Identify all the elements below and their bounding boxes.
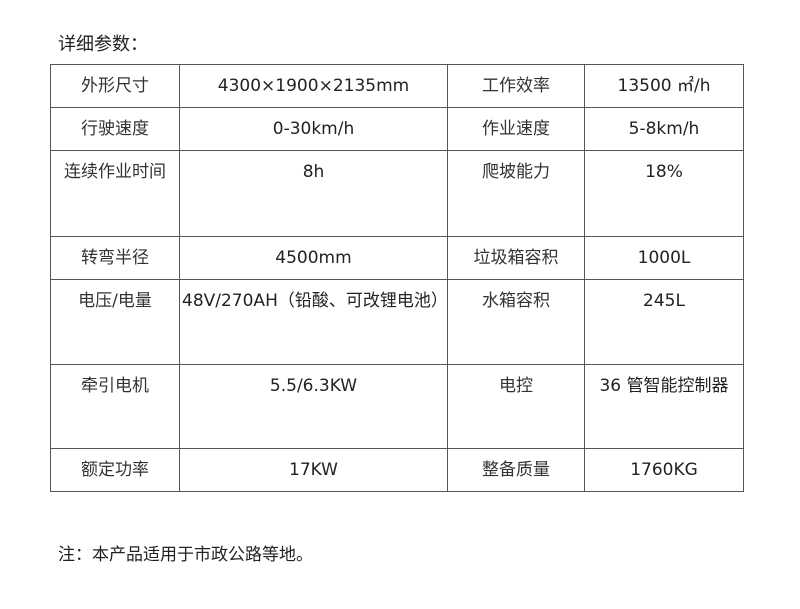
param-label: 连续作业时间 [50,150,180,237]
param-value: 5.5/6.3KW [179,364,448,449]
param-value: 8h [179,150,448,237]
spec-table: 外形尺寸 4300×1900×2135mm 工作效率 13500 ㎡/h 行驶速度 0-3… [50,64,744,492]
param-value: 4500mm [179,236,448,280]
param-label: 垃圾箱容积 [447,236,585,280]
param-label: 作业速度 [447,107,585,151]
param-value: 48V/270AH（铅酸、可改锂电池） [179,279,448,365]
param-label: 爬坡能力 [447,150,585,237]
param-label: 行驶速度 [50,107,180,151]
param-label: 水箱容积 [447,279,585,365]
note: 注：本产品适用于市政公路等地。 [58,545,313,565]
table-row: 电压/电量 48V/270AH（铅酸、可改锂电池） 水箱容积 245L [50,279,744,365]
param-value: 1760KG [584,448,744,492]
param-value: 36 管智能控制器 [584,364,744,449]
param-value: 245L [584,279,744,365]
param-value: 4300×1900×2135mm [179,64,448,108]
table-row: 连续作业时间 8h 爬坡能力 18% [50,150,744,237]
param-label: 电控 [447,364,585,449]
param-value: 18% [584,150,744,237]
param-label: 电压/电量 [50,279,180,365]
param-label: 工作效率 [447,64,585,108]
table-row: 转弯半径 4500mm 垃圾箱容积 1000L [50,236,744,280]
table-row: 行驶速度 0-30km/h 作业速度 5-8km/h [50,107,744,151]
param-value: 5-8km/h [584,107,744,151]
param-value: 13500 ㎡/h [584,64,744,108]
param-value: 0-30km/h [179,107,448,151]
param-label: 整备质量 [447,448,585,492]
param-label: 转弯半径 [50,236,180,280]
param-value: 1000L [584,236,744,280]
table-row: 牵引电机 5.5/6.3KW 电控 36 管智能控制器 [50,364,744,449]
param-label: 额定功率 [50,448,180,492]
section-title: 详细参数： [58,34,148,55]
param-value: 17KW [179,448,448,492]
table-row: 额定功率 17KW 整备质量 1760KG [50,448,744,492]
table-row: 外形尺寸 4300×1900×2135mm 工作效率 13500 ㎡/h [50,64,744,108]
param-label: 牵引电机 [50,364,180,449]
param-label: 外形尺寸 [50,64,180,108]
